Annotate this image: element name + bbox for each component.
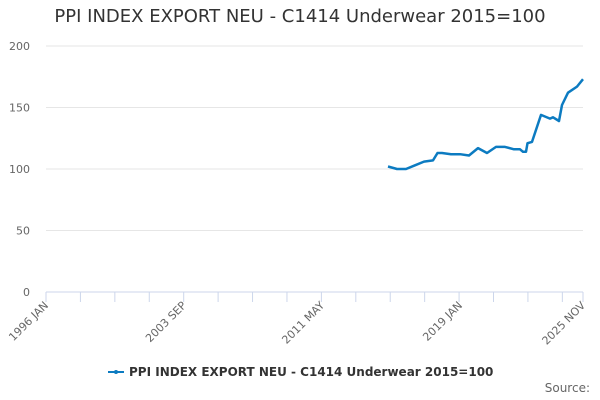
y-gridlines — [46, 45, 583, 231]
x-axis-labels: 1996 JAN 2003 SEP 2011 MAY 2019 JAN 2025 NOV — [6, 299, 588, 348]
y-tick-label: 200 — [9, 40, 30, 53]
x-tick-label: 2003 SEP — [143, 299, 189, 345]
x-axis-tick-marks — [45, 292, 584, 302]
y-axis-ticks: 0 50 100 150 200 — [9, 40, 30, 299]
y-tick-label: 0 — [23, 286, 30, 299]
x-tick-label: 2025 NOV — [540, 299, 589, 348]
x-tick-label: 2011 MAY — [279, 299, 327, 347]
chart-title: PPI INDEX EXPORT NEU - C1414 Underwear 2… — [54, 6, 546, 27]
y-tick-label: 150 — [9, 102, 30, 115]
legend-item[interactable]: PPI INDEX EXPORT NEU - C1414 Underwear 2… — [108, 365, 493, 379]
x-tick-label: 1996 JAN — [6, 299, 51, 344]
x-tick-label: 2019 JAN — [420, 299, 465, 344]
y-tick-label: 100 — [9, 163, 30, 176]
legend-label: PPI INDEX EXPORT NEU - C1414 Underwear 2… — [129, 365, 494, 379]
series-line[interactable] — [387, 78, 584, 171]
y-tick-label: 50 — [16, 225, 30, 238]
source-label: Source: — [544, 381, 590, 395]
legend-line-marker-icon — [108, 366, 124, 378]
